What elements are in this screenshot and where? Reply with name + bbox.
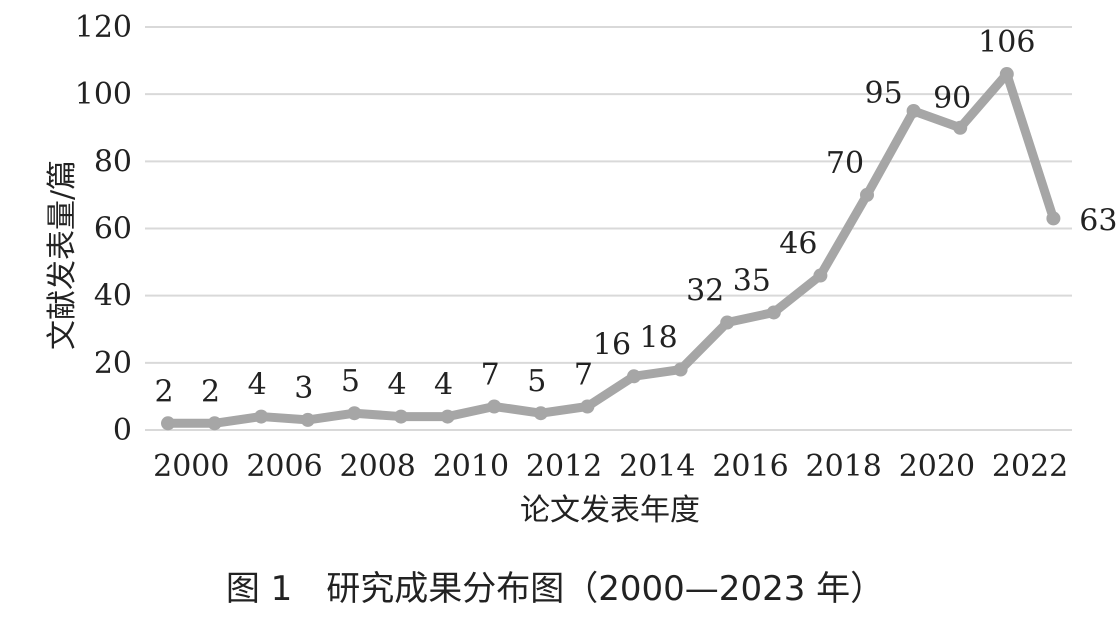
data-point (953, 120, 968, 135)
data-label: 2 (201, 374, 220, 409)
data-point (673, 362, 688, 377)
data-label: 63 (1079, 203, 1117, 238)
series-line (161, 67, 1061, 431)
data-point (207, 416, 222, 431)
data-point (440, 409, 455, 424)
x-axis-title: 论文发表年度 (520, 493, 700, 528)
y-tick-label: 120 (75, 10, 132, 45)
data-point (161, 416, 175, 431)
y-tick-label: 80 (94, 144, 132, 179)
data-label: 7 (481, 357, 500, 392)
data-point (347, 406, 362, 421)
data-label: 18 (640, 321, 678, 356)
data-point (999, 67, 1014, 82)
data-point (766, 305, 781, 320)
data-point (533, 406, 548, 421)
data-label: 3 (294, 371, 313, 406)
x-tick-label: 2016 (712, 449, 788, 484)
y-tick-label: 0 (113, 413, 132, 448)
x-tick-label: 2018 (806, 449, 882, 484)
x-tick-label: 2006 (246, 449, 322, 484)
x-tick-label: 2014 (619, 449, 695, 484)
data-point (813, 268, 828, 283)
data-point (300, 412, 315, 427)
y-tick-label: 40 (94, 279, 132, 314)
data-label: 32 (686, 274, 724, 309)
x-axis-ticks: 2000 2006 2008 2010 2012 2014 2016 2018 2020 2022 (153, 449, 1068, 484)
data-point (254, 409, 269, 424)
data-label: 46 (779, 227, 817, 262)
data-point (906, 103, 921, 118)
y-tick-label: 100 (75, 77, 132, 112)
data-point (487, 399, 502, 414)
data-point (860, 187, 874, 202)
data-point (627, 369, 641, 384)
x-tick-label: 2010 (433, 449, 509, 484)
data-label: 35 (733, 263, 771, 298)
data-point (580, 399, 595, 414)
data-point (720, 315, 735, 330)
data-label: 106 (978, 25, 1035, 60)
y-axis-ticks: 0 20 40 60 80 100 120 (75, 10, 132, 448)
series-path (163, 69, 1058, 428)
data-label: 5 (527, 364, 546, 399)
y-tick-label: 20 (94, 346, 132, 381)
y-tick-label: 60 (94, 212, 132, 247)
x-tick-label: 2020 (899, 449, 975, 484)
x-tick-label: 2012 (526, 449, 602, 484)
data-label: 2 (154, 374, 173, 409)
figure-caption: 图 1 研究成果分布图（2000—2023 年） (226, 569, 884, 609)
data-label: 90 (933, 81, 971, 116)
x-tick-label: 2008 (340, 449, 416, 484)
gridlines (145, 26, 1072, 431)
data-label: 4 (248, 368, 267, 403)
x-tick-label: 2000 (153, 449, 229, 484)
data-point (1046, 211, 1061, 226)
y-axis-title: 文献发表量/篇 (45, 160, 80, 350)
data-label: 70 (826, 146, 864, 181)
data-label: 7 (574, 357, 593, 392)
x-tick-label: 2022 (992, 449, 1068, 484)
data-label: 4 (387, 368, 406, 403)
data-label: 5 (341, 364, 360, 399)
data-label: 4 (434, 368, 453, 403)
data-point (394, 409, 408, 424)
data-label: 16 (593, 327, 631, 362)
data-label: 95 (865, 76, 903, 111)
